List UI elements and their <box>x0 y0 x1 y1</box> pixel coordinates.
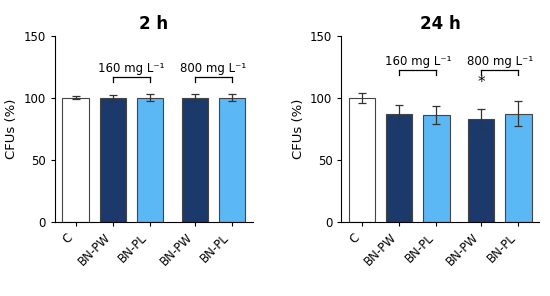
Title: 2 h: 2 h <box>139 15 168 33</box>
Bar <box>386 114 412 222</box>
Text: 800 mg L⁻¹: 800 mg L⁻¹ <box>467 55 533 68</box>
Text: 160 mg L⁻¹: 160 mg L⁻¹ <box>98 62 164 75</box>
Y-axis label: CFUs (%): CFUs (%) <box>292 99 305 159</box>
Bar <box>468 119 494 222</box>
Text: *: * <box>477 75 485 90</box>
Y-axis label: CFUs (%): CFUs (%) <box>5 99 18 159</box>
Bar <box>505 114 531 222</box>
Bar <box>349 98 375 222</box>
Bar <box>137 98 163 222</box>
Text: 160 mg L⁻¹: 160 mg L⁻¹ <box>384 55 451 68</box>
Bar <box>424 115 449 222</box>
Bar <box>219 98 245 222</box>
Bar <box>100 98 126 222</box>
Text: 800 mg L⁻¹: 800 mg L⁻¹ <box>180 62 246 75</box>
Bar <box>63 98 89 222</box>
Bar <box>182 98 208 222</box>
Title: 24 h: 24 h <box>420 15 460 33</box>
